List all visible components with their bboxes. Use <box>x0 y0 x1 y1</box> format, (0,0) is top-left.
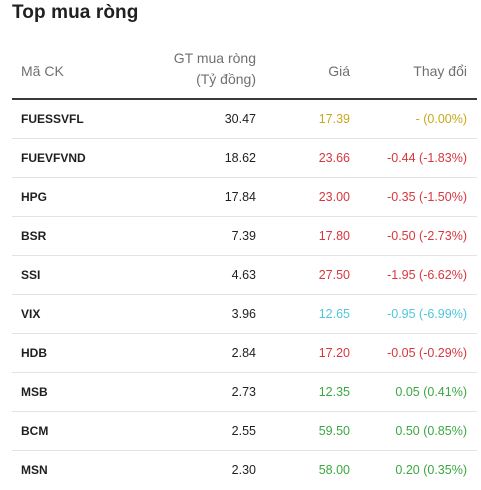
net-buy-value: 7.39 <box>231 229 256 243</box>
change: 0.05 (0.41%) <box>395 385 467 399</box>
stock-code[interactable]: HDB <box>21 346 47 360</box>
net-buy-value: 3.96 <box>231 307 256 321</box>
stock-code[interactable]: FUESSVFL <box>21 112 84 126</box>
price: 58.00 <box>318 463 350 477</box>
stock-code[interactable]: HPG <box>21 190 48 204</box>
table-row[interactable]: SSI 4.63 27.50 -1.95 (-6.62%) <box>12 256 477 295</box>
price: 23.00 <box>318 190 350 204</box>
column-header-code[interactable]: Mã CK <box>21 63 64 79</box>
table-row[interactable]: FUEVFVND 18.62 23.66 -0.44 (-1.83%) <box>12 139 477 178</box>
net-buy-value: 17.84 <box>224 190 256 204</box>
table-row[interactable]: HPG 17.84 23.00 -0.35 (-1.50%) <box>12 178 477 217</box>
change: -0.50 (-2.73%) <box>387 229 467 243</box>
table-row[interactable]: BSR 7.39 17.80 -0.50 (-2.73%) <box>12 217 477 256</box>
price: 17.80 <box>318 229 350 243</box>
change: -0.44 (-1.83%) <box>387 151 467 165</box>
change: -0.95 (-6.99%) <box>387 307 467 321</box>
price: 27.50 <box>318 268 350 282</box>
change: -0.05 (-0.29%) <box>387 346 467 360</box>
change: -1.95 (-6.62%) <box>387 268 467 282</box>
table-row[interactable]: VIX 3.96 12.65 -0.95 (-6.99%) <box>12 295 477 334</box>
net-buy-value: 2.30 <box>231 463 256 477</box>
stock-code[interactable]: BCM <box>21 424 49 438</box>
table-row[interactable]: MSB 2.73 12.35 0.05 (0.41%) <box>12 373 477 412</box>
table-row[interactable]: FUESSVFL 30.47 17.39 - (0.00%) <box>12 100 477 139</box>
stock-code[interactable]: VIX <box>21 307 41 321</box>
table-header: Mã CK GT mua ròng (Tỷ đồng) Giá Thay đổi <box>12 44 477 100</box>
page-title: Top mua ròng <box>12 2 139 23</box>
stock-code[interactable]: SSI <box>21 268 41 282</box>
change: 0.50 (0.85%) <box>395 424 467 438</box>
change: - (0.00%) <box>415 112 467 126</box>
column-header-price[interactable]: Giá <box>328 63 350 79</box>
price: 59.50 <box>318 424 350 438</box>
table-row[interactable]: HDB 2.84 17.20 -0.05 (-0.29%) <box>12 334 477 373</box>
table-row[interactable]: BCM 2.55 59.50 0.50 (0.85%) <box>12 412 477 451</box>
net-buy-value: 2.55 <box>231 424 256 438</box>
price: 17.20 <box>318 346 350 360</box>
net-buy-value: 18.62 <box>224 151 256 165</box>
column-header-net-buy-value-line1: GT mua ròng <box>173 50 256 66</box>
column-header-net-buy-value-line2: (Tỷ đồng) <box>196 71 256 87</box>
net-buy-table: Mã CK GT mua ròng (Tỷ đồng) Giá Thay đổi… <box>12 44 477 490</box>
column-header-change[interactable]: Thay đổi <box>413 63 467 79</box>
net-buy-value: 2.73 <box>231 385 256 399</box>
stock-code[interactable]: FUEVFVND <box>21 151 86 165</box>
table-row[interactable]: MSN 2.30 58.00 0.20 (0.35%) <box>12 451 477 490</box>
price: 23.66 <box>318 151 350 165</box>
change: 0.20 (0.35%) <box>395 463 467 477</box>
net-buy-value: 30.47 <box>224 112 256 126</box>
stock-code[interactable]: BSR <box>21 229 47 243</box>
price: 12.35 <box>318 385 350 399</box>
price: 12.65 <box>318 307 350 321</box>
net-buy-value: 4.63 <box>231 268 256 282</box>
stock-code[interactable]: MSB <box>21 385 48 399</box>
column-header-net-buy-value[interactable]: GT mua ròng (Tỷ đồng) <box>174 48 256 90</box>
price: 17.39 <box>318 112 350 126</box>
stock-code[interactable]: MSN <box>21 463 48 477</box>
net-buy-value: 2.84 <box>231 346 256 360</box>
change: -0.35 (-1.50%) <box>387 190 467 204</box>
